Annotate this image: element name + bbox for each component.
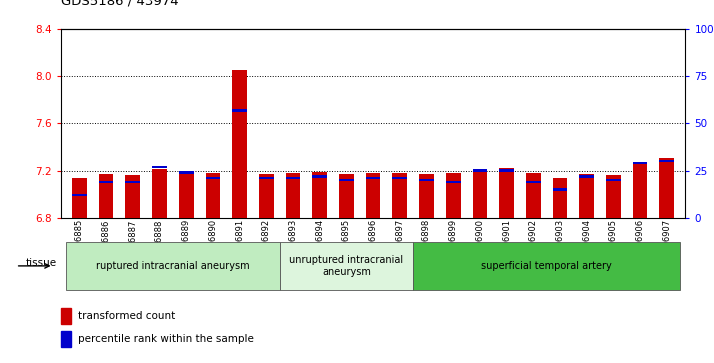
Bar <box>99 174 114 218</box>
Bar <box>553 178 568 218</box>
Bar <box>152 170 167 218</box>
Bar <box>499 169 514 172</box>
Bar <box>419 174 434 218</box>
Text: superficial temporal artery: superficial temporal artery <box>481 261 612 271</box>
Bar <box>66 242 280 290</box>
Bar <box>366 173 381 218</box>
Bar <box>473 169 487 172</box>
Bar <box>366 177 381 179</box>
Bar <box>579 175 594 178</box>
Bar <box>61 308 71 324</box>
Bar <box>61 331 71 347</box>
Bar <box>339 179 353 182</box>
Bar <box>259 174 273 218</box>
Bar <box>660 158 674 218</box>
Bar <box>413 242 680 290</box>
Bar <box>660 160 674 163</box>
Bar <box>553 188 568 191</box>
Bar <box>99 181 114 183</box>
Bar <box>526 181 540 183</box>
Text: tissue: tissue <box>26 258 57 268</box>
Bar <box>72 194 86 196</box>
Text: transformed count: transformed count <box>78 311 175 321</box>
Bar <box>606 179 620 182</box>
Bar <box>280 242 413 290</box>
Text: percentile rank within the sample: percentile rank within the sample <box>78 334 253 344</box>
Bar <box>126 175 140 218</box>
Bar <box>473 170 487 218</box>
Bar <box>446 173 461 218</box>
Bar <box>499 168 514 218</box>
Bar <box>152 166 167 168</box>
Bar <box>286 173 301 218</box>
Bar <box>286 177 301 179</box>
Bar <box>606 175 620 218</box>
Bar <box>633 162 648 164</box>
Bar <box>206 177 220 179</box>
Bar <box>312 172 327 218</box>
Bar <box>312 175 327 178</box>
Bar <box>393 177 407 179</box>
Bar <box>526 173 540 218</box>
Bar <box>178 171 193 174</box>
Bar <box>339 174 353 218</box>
Bar <box>633 162 648 218</box>
Bar <box>419 179 434 182</box>
Text: GDS5186 / 43974: GDS5186 / 43974 <box>61 0 178 7</box>
Text: ruptured intracranial aneurysm: ruptured intracranial aneurysm <box>96 261 250 271</box>
Bar <box>232 70 247 218</box>
Bar <box>206 173 220 218</box>
Bar <box>579 174 594 218</box>
Bar <box>232 109 247 111</box>
Text: unruptured intracranial
aneurysm: unruptured intracranial aneurysm <box>289 255 403 277</box>
Bar <box>126 181 140 183</box>
Bar <box>393 173 407 218</box>
Bar <box>259 177 273 179</box>
Bar <box>72 178 86 218</box>
Bar <box>446 181 461 183</box>
Bar <box>178 173 193 218</box>
